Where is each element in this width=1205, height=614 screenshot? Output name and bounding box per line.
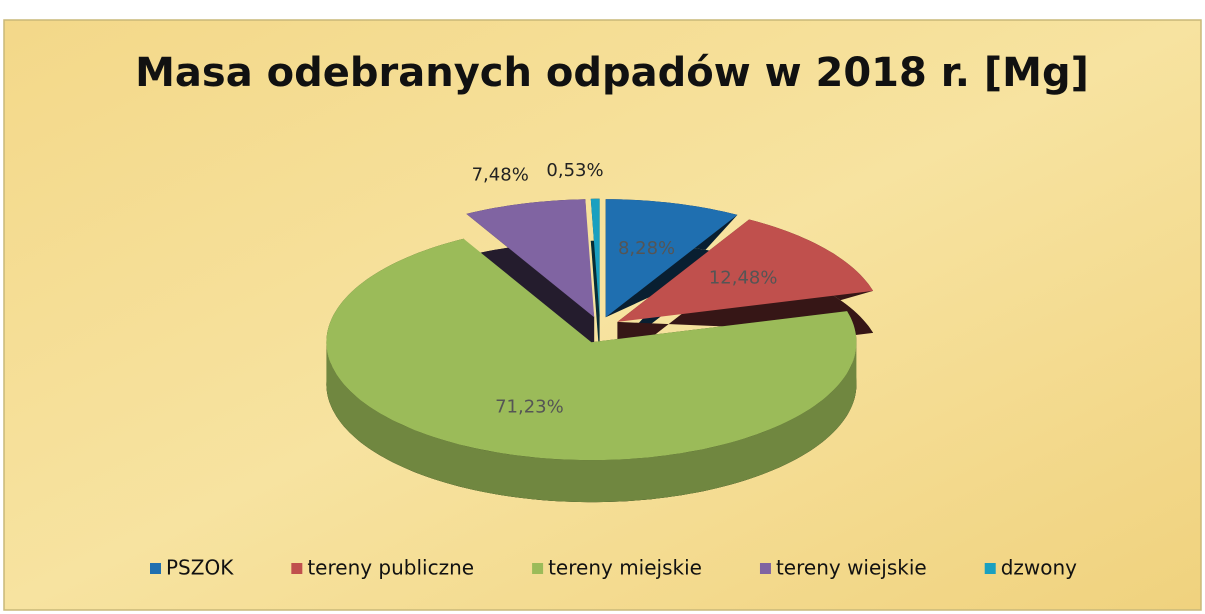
slice-wall [326,342,857,503]
legend-label: PSZOK [166,556,234,580]
data-label: 7,48% [472,164,529,185]
slice [326,238,857,461]
data-label: 71,23% [495,396,564,417]
legend-label: tereny wiejskie [776,556,927,580]
legend-label: tereny publiczne [307,556,474,580]
chart-background [3,19,1202,611]
data-label: 8,28% [618,238,675,259]
data-label: 0,53% [546,160,603,181]
legend-swatch [759,563,771,574]
legend-label: tereny miejskie [548,556,702,580]
legend-swatch [532,563,544,574]
legend-swatch [984,563,996,574]
slice [590,198,600,317]
slice [617,219,874,322]
legend-label: dzwony [1001,556,1077,580]
slice [605,199,738,318]
data-label: 12,48% [709,268,778,289]
legend-swatch [150,563,161,574]
chart-title: Masa odebranych odpadów w 2018 r. [Mg] [135,50,1089,96]
legend-swatch [291,563,303,574]
slice [466,199,595,318]
